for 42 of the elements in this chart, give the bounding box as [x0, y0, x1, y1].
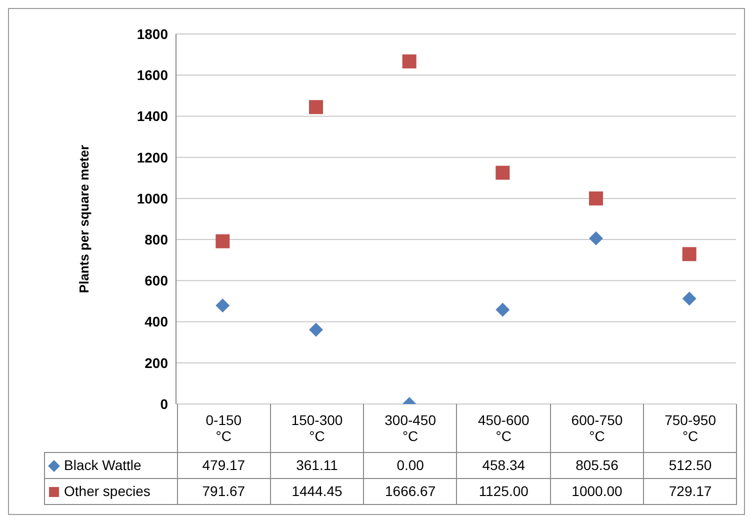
point: [216, 234, 230, 248]
x-tick-label: 450-600 °C: [476, 412, 530, 444]
y-tick-label: 800: [144, 232, 168, 248]
point: [309, 322, 323, 337]
y-tick-label: 1400: [136, 108, 168, 124]
y-tick-label: 1600: [136, 67, 168, 84]
point: [402, 54, 416, 68]
y-tick-label: 0: [160, 396, 168, 412]
y-tick-label: 1000: [136, 190, 168, 206]
point: [496, 166, 510, 180]
data-label: 479.17: [177, 452, 270, 478]
point: [682, 292, 696, 306]
y-tick-label: 1200: [136, 149, 168, 166]
point: [589, 191, 603, 206]
y-tick-label: 200: [144, 354, 168, 371]
y-tick-label: 400: [144, 314, 168, 330]
data-label: 805.56: [550, 452, 644, 478]
data-label: 791.67: [177, 478, 270, 504]
y-axis-title: Plants per square meter: [76, 144, 92, 294]
data-label: 1444.45: [270, 478, 364, 504]
x-tick-label: 150-300 °C: [290, 412, 344, 444]
point: [682, 247, 696, 262]
data-label: 1125.00: [456, 478, 550, 504]
x-tick-label: 600-750 °C: [570, 412, 624, 444]
y-tick-label: 1800: [136, 26, 168, 42]
point: [309, 100, 323, 114]
data-label: 729.17: [644, 478, 737, 504]
x-tick-label: 300-450 °C: [384, 412, 438, 444]
point: [496, 302, 510, 317]
data-label: 0.00: [364, 452, 457, 478]
y-tick-label: 600: [144, 272, 168, 289]
data-label: 512.50: [644, 452, 737, 478]
data-label: 1000.00: [550, 478, 644, 504]
legend-label: Black Wattle: [44, 452, 177, 478]
data-label: 458.34: [456, 452, 550, 478]
data-label: 361.11: [270, 452, 364, 478]
data-label: 1666.67: [364, 478, 457, 504]
point: [589, 231, 603, 246]
legend-label: Other species: [44, 478, 177, 504]
x-tick-label: 750-950 °C: [664, 412, 717, 444]
x-tick-label: 0-150 °C: [204, 412, 243, 444]
point: [216, 298, 230, 313]
